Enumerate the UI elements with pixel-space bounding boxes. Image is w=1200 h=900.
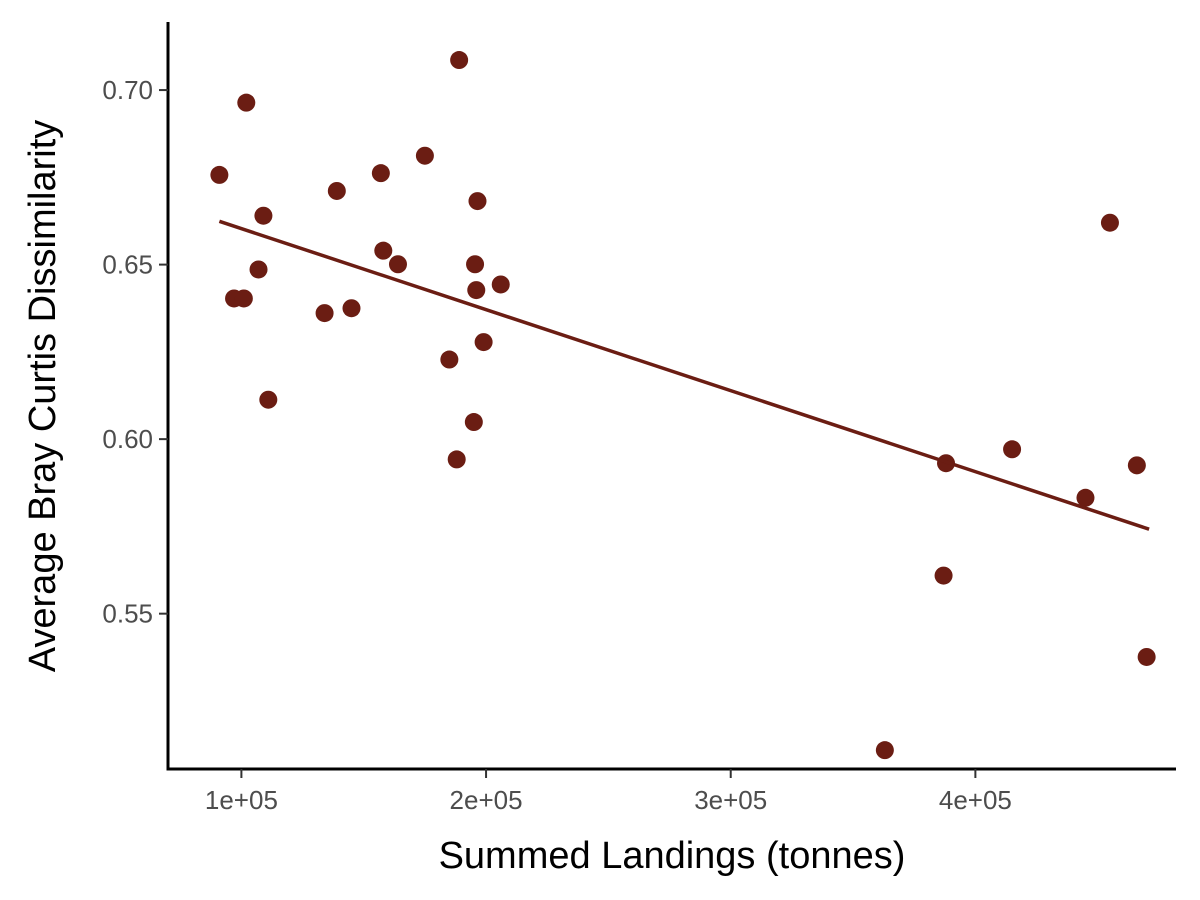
data-point-31	[1137, 647, 1156, 666]
y-tick-label: 0.55	[102, 599, 153, 629]
x-tick-label: 2e+05	[450, 785, 523, 815]
x-axis-title: Summed Landings (tonnes)	[439, 835, 906, 877]
x-tick-label: 3e+05	[694, 785, 767, 815]
y-axis-title: Average Bray Curtis Dissimilarity	[22, 120, 64, 673]
data-point-17	[450, 51, 469, 70]
y-axis-ticks: 0.55 0.60 0.65 0.70	[102, 75, 168, 629]
data-point-10	[342, 299, 361, 318]
data-point-14	[415, 146, 434, 165]
data-point-1	[210, 165, 229, 184]
data-point-8	[315, 304, 334, 323]
x-tick-label: 4e+05	[939, 785, 1012, 815]
data-point-12	[374, 241, 393, 260]
data-point-27	[1003, 440, 1022, 459]
data-point-19	[466, 255, 485, 274]
data-point-29	[1100, 213, 1119, 232]
data-point-30	[1127, 456, 1146, 475]
data-point-18	[464, 413, 483, 432]
data-point-16	[447, 450, 466, 469]
data-point-6	[254, 206, 273, 225]
data-point-25	[934, 566, 953, 585]
data-point-3	[234, 289, 253, 308]
data-point-20	[467, 281, 486, 300]
x-tick-label: 1e+05	[205, 785, 278, 815]
data-point-5	[249, 260, 268, 279]
data-point-4	[237, 93, 256, 112]
data-point-7	[259, 390, 278, 409]
data-point-11	[371, 164, 390, 183]
trend-line	[218, 219, 1150, 531]
x-axis-ticks: 1e+05 2e+05 3e+05 4e+05	[205, 769, 1012, 815]
y-tick-label: 0.70	[102, 75, 153, 105]
data-point-21	[468, 192, 487, 211]
y-tick-label: 0.60	[102, 424, 153, 454]
data-point-13	[388, 255, 407, 274]
y-tick-label: 0.65	[102, 250, 153, 280]
data-point-22	[474, 333, 493, 352]
data-point-15	[440, 350, 459, 369]
data-point-9	[327, 181, 346, 200]
data-point-24	[875, 741, 894, 760]
plot-area	[210, 51, 1156, 760]
data-point-28	[1076, 488, 1095, 507]
data-point-23	[491, 275, 510, 294]
